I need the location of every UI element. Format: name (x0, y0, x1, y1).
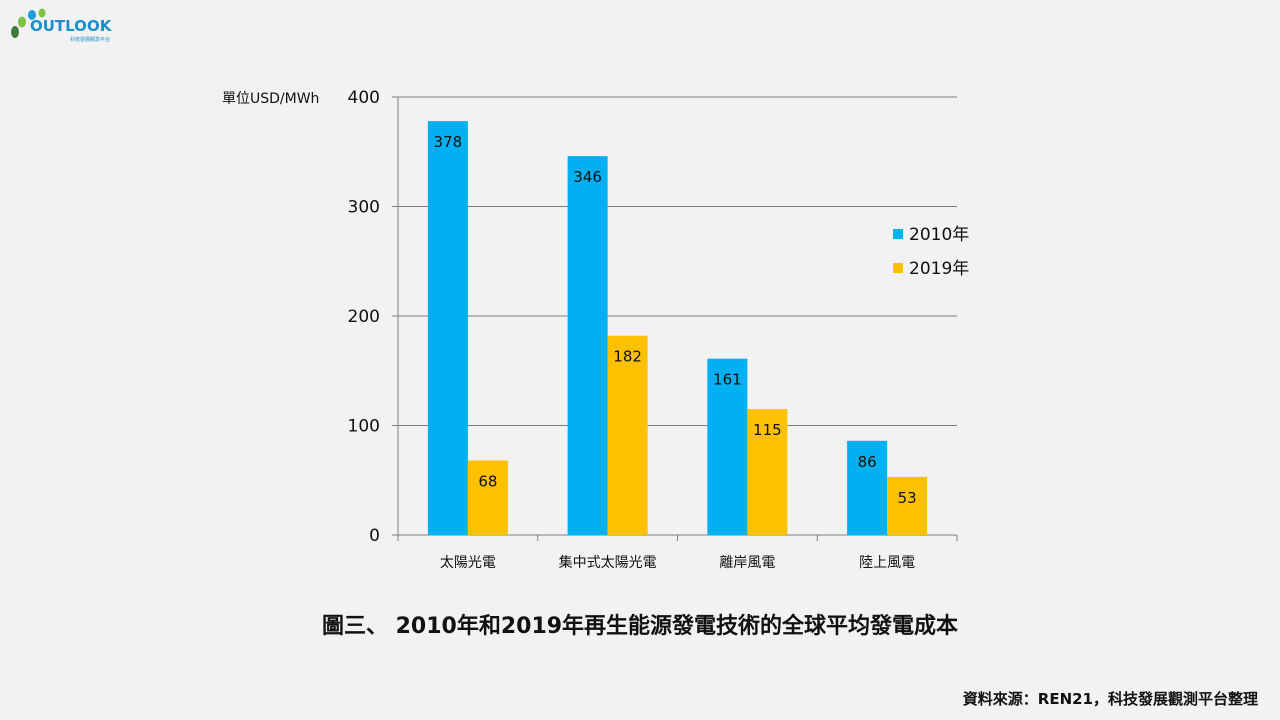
data-label: 115 (753, 421, 782, 439)
data-label: 86 (858, 453, 877, 471)
y-tick-label: 400 (348, 88, 380, 108)
logo-leaf-2 (18, 16, 26, 28)
logo-leaf-1 (11, 26, 19, 38)
source-note: 資料來源：REN21，科技發展觀測平台整理 (962, 690, 1258, 708)
bar (747, 409, 788, 535)
data-label: 68 (478, 473, 497, 491)
bar (707, 358, 748, 535)
bar-chart: 單位USD/MWh 0 100 200 300 400 378 68 346 182 161 11… (222, 88, 969, 571)
bar (607, 335, 648, 535)
data-label: 53 (898, 489, 917, 507)
logo-leaf-3 (28, 10, 36, 20)
bar (567, 156, 608, 535)
logo-subtitle: 科技發展觀測平台 (70, 36, 110, 43)
data-label: 161 (713, 371, 742, 389)
data-label: 182 (613, 348, 642, 366)
y-axis-label: 單位USD/MWh (222, 91, 319, 107)
y-tick-labels: 0 100 200 300 400 (348, 88, 380, 546)
logo-text: OUTLOOK (30, 17, 113, 35)
x-tick-label: 離岸風電 (719, 554, 775, 571)
legend-swatch (893, 229, 903, 239)
y-tick-label: 200 (348, 307, 380, 327)
data-label: 378 (434, 133, 463, 151)
x-tick-label: 太陽光電 (440, 555, 496, 571)
figure-caption: 圖三、 2010年和2019年再生能源發電技術的全球平均發電成本 (321, 614, 959, 639)
bar (427, 121, 468, 535)
legend-label: 2010年 (909, 225, 969, 245)
legend-label: 2019年 (909, 259, 969, 279)
bar (467, 460, 508, 535)
y-tick-label: 300 (348, 198, 380, 218)
bar (887, 476, 928, 535)
legend-swatch (893, 263, 903, 273)
y-tick-label: 0 (369, 526, 380, 546)
x-tick-label: 集中式太陽光電 (559, 554, 657, 571)
bar (847, 440, 888, 535)
x-tick-label: 陸上風電 (859, 555, 915, 571)
data-label: 346 (573, 168, 602, 186)
bars: 378 68 346 182 161 115 86 53 (427, 121, 928, 535)
logo-leaf-4 (38, 8, 46, 18)
x-tick-labels: 太陽光電 集中式太陽光電 離岸風電 陸上風電 (440, 554, 915, 571)
legend: 2010年 2019年 (893, 225, 969, 279)
y-tick-label: 100 (348, 417, 380, 437)
outlook-logo: OUTLOOK 科技發展觀測平台 (11, 8, 113, 43)
